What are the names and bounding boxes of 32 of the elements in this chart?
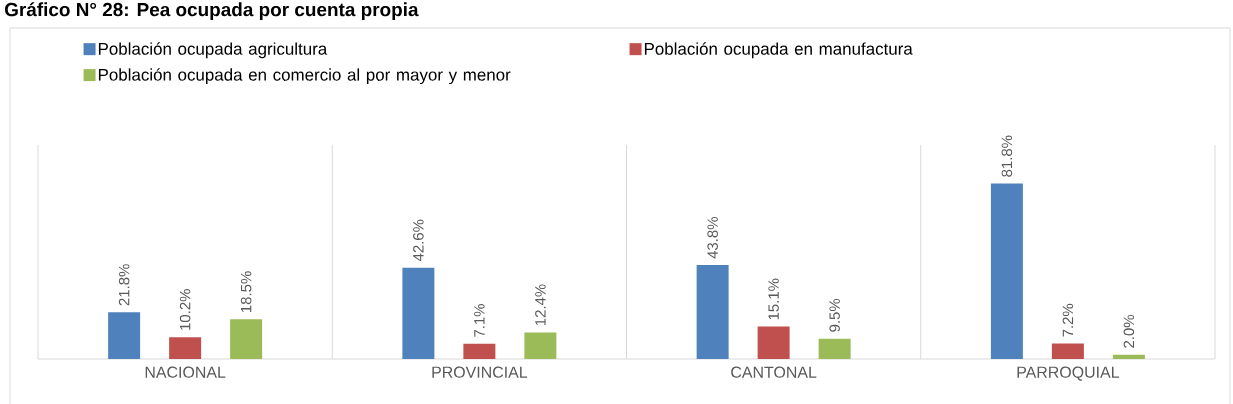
data-label: 42.6%: [413, 219, 424, 262]
data-label: 7.1%: [474, 304, 485, 337]
data-label: 7.2%: [1062, 303, 1074, 337]
data-label: 15.1%: [768, 278, 779, 320]
data-label: 43.8%: [707, 217, 718, 259]
bar: [108, 312, 141, 359]
x-tick-label: PARROQUIAL: [1017, 366, 1120, 381]
bar: [1051, 343, 1084, 359]
data-label: 2.0%: [1123, 314, 1135, 348]
bar: [1112, 354, 1145, 359]
data-label: 12.4%: [535, 284, 546, 326]
x-tick-label: CANTONAL: [731, 366, 817, 378]
bar: [696, 265, 729, 359]
data-label: 81.8%: [1001, 135, 1013, 177]
bar: [990, 183, 1023, 359]
data-label: 21.8%: [118, 264, 130, 306]
legend-label: Población ocupada en manufactura: [644, 42, 913, 59]
data-label: 9.5%: [829, 298, 840, 332]
x-tick-label: PROVINCIAL: [432, 366, 528, 378]
bar: [402, 267, 435, 359]
legend-label: Población ocupada agricultura: [98, 42, 328, 59]
chart-title: Gráfico N° 28: Pea ocupada por cuenta propia: [4, 2, 419, 20]
bar: [230, 319, 263, 359]
legend-label: Población ocupada en comercio al por mayor y menor: [98, 68, 511, 85]
bar: [524, 332, 557, 359]
bar: [757, 326, 790, 359]
x-tick-label: NACIONAL: [145, 366, 226, 378]
data-label: 18.5%: [240, 271, 252, 312]
bar: [818, 338, 851, 359]
bar: [463, 343, 496, 359]
bar: [169, 337, 202, 359]
data-label: 10.2%: [179, 289, 191, 330]
